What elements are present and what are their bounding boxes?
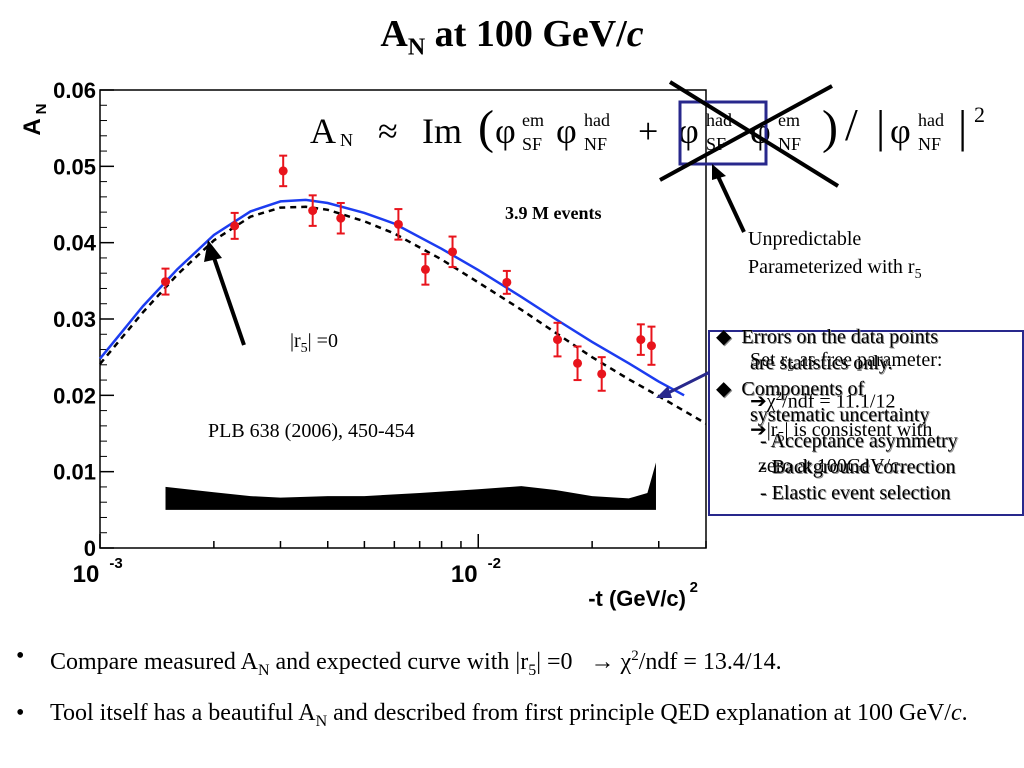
x-tick-label-exp: -2 [488,555,501,572]
data-point [502,277,512,287]
data-point [336,213,346,223]
y-axis-label-sub: N [33,104,50,115]
r5-arrowhead [204,240,222,262]
highlight-box [678,100,768,166]
an-formula: A N ≈ Im ( φ em SF φ had NF + φ had SF φ… [310,99,985,154]
an-chart: 0 0.01 0.02 0.03 0.04 0.05 0.06 10 -3 10 -2 -t (GeV… [19,78,707,611]
data-point [597,369,607,379]
y-tick-label: 0.03 [53,307,96,332]
summary-bullets: Compare measured AN and expected curve w… [12,640,1012,748]
data-point [308,206,318,216]
y-tick-label: 0.06 [53,78,96,103]
data-point [393,219,403,229]
info-arrow [663,370,711,397]
data-point [646,341,656,351]
reference-label: PLB 638 (2006), 450-454 [208,420,415,442]
x-tick-label: 10 [73,561,100,588]
fit-result-text: Set r5 as free parameter: ➔χ2/ndf = 11.1… [750,349,943,477]
solid-curve [99,198,685,397]
data-point [278,166,288,176]
x-axis-label: -t (GeV/c) [588,586,686,611]
fit-info-box: Set r5 as free parameter: ➔χ2/ndf = 11.1… [708,326,1024,516]
r5-zero-label: |r5| =0 [290,330,338,356]
data-point [448,247,458,257]
events-label: 3.9 M events [505,203,602,223]
unpredictable-note: Unpredictable Parameterized with r5 [748,228,922,282]
y-tick-label: 0.01 [53,460,96,485]
data-point [230,221,240,231]
y-tick-label: 0.04 [53,231,97,256]
unpred-arrowhead [712,164,726,180]
x-tick-label: 10 [451,561,478,588]
y-axis-label: A [19,118,46,135]
x-axis-label-sup: 2 [690,579,698,596]
unpred-arrow [714,171,746,233]
r5-arrow [210,251,246,346]
data-point [573,358,583,368]
bullet-tool: Tool itself has a beautiful AN and descr… [12,697,1012,738]
data-point [553,335,563,345]
x-tick-label-exp: -3 [109,555,122,572]
data-point [420,264,430,274]
page-title: AN at 100 GeV/c [380,13,644,61]
y-tick-label: 0 [84,536,96,561]
bullet-compare: Compare measured AN and expected curve w… [12,640,1012,687]
y-tick-label: 0.02 [53,383,96,408]
data-point [161,277,171,287]
data-point [636,335,646,345]
cross-line-2 [659,84,833,182]
info-arrowhead [656,386,672,398]
systematic-band [165,462,656,510]
systematics-text: ◆ Errors on the data points are statisti… [716,326,958,504]
cross-line-1 [668,80,840,188]
y-tick-label: 0.05 [53,154,96,179]
